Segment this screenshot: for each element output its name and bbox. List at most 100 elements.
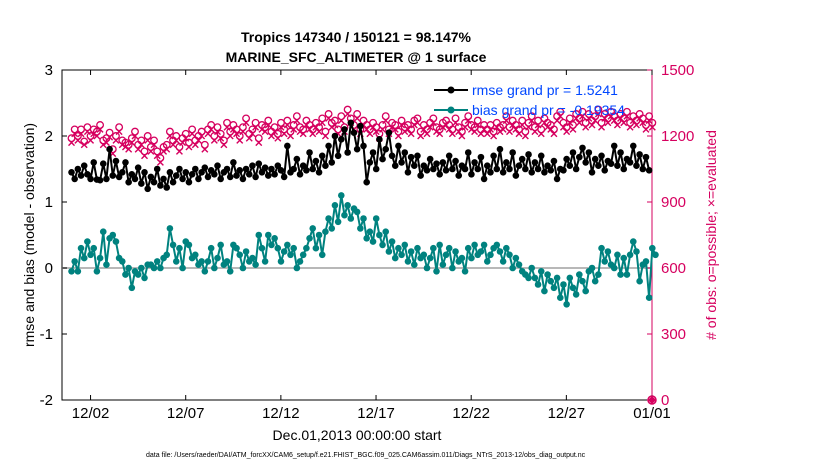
chart-title: Tropics 147340 / 150121 = 98.147% [241, 29, 472, 45]
rmse-point [147, 173, 155, 181]
rmse-point [318, 152, 326, 160]
bias-point [528, 264, 536, 272]
rmse-point [217, 175, 224, 183]
bias-point [442, 251, 450, 259]
rmse-point [84, 170, 91, 178]
rmse-point [579, 144, 586, 152]
bias-point [90, 244, 98, 252]
x-tick-label: 12/02 [72, 405, 110, 422]
rmse-point [601, 167, 609, 174]
possible-point [457, 127, 466, 136]
possible-point [597, 118, 606, 127]
bias-point [268, 241, 275, 249]
rmse-point [563, 155, 570, 163]
rmse-point [245, 170, 253, 178]
rmse-point [176, 165, 183, 173]
possible-point [261, 123, 270, 132]
bias-point [541, 287, 548, 295]
bias-point [201, 268, 209, 275]
possible-point [451, 114, 460, 123]
possible-point [330, 116, 339, 125]
bias-point [414, 244, 421, 252]
rmse-point [331, 132, 339, 140]
legend-bias-marker [447, 106, 455, 114]
bias-point [204, 258, 212, 265]
bias-point [579, 277, 586, 285]
rmse-point [226, 173, 234, 181]
rmse-point [350, 129, 358, 136]
possible-point [524, 118, 533, 127]
bias-point [198, 258, 205, 265]
rmse-point [284, 142, 291, 150]
bias-point [376, 231, 383, 239]
rmse-point [299, 162, 307, 169]
possible-point [264, 116, 273, 125]
bias-point [255, 231, 263, 239]
bias-point [601, 258, 609, 265]
rmse-point [553, 175, 561, 183]
rmse-point [242, 165, 250, 173]
rmse-point [280, 173, 288, 181]
bias-point [264, 231, 272, 239]
possible-point [343, 105, 352, 114]
bias-point [503, 244, 510, 252]
rmse-point [474, 165, 482, 173]
bias-point [293, 264, 301, 272]
rmse-point [449, 165, 456, 173]
possible-point [315, 123, 324, 132]
bias-point [525, 274, 532, 282]
possible-point [565, 114, 574, 123]
possible-point [381, 112, 390, 121]
bias-point [588, 264, 596, 272]
y-left-tick-label: -2 [40, 392, 53, 409]
bias-point [645, 294, 653, 302]
rmse-point [423, 167, 431, 174]
bias-point [471, 241, 478, 249]
bias-point [398, 251, 405, 259]
bias-point [636, 277, 643, 285]
rmse-point [633, 162, 640, 169]
rmse-point [274, 162, 282, 169]
rmse-point [125, 178, 132, 186]
rmse-point [610, 142, 618, 150]
x-axis: 12/02 12/07 12/12 12/17 12/22 12/27 01/01 [72, 70, 671, 422]
y-left-tick-label: 2 [45, 128, 53, 145]
rmse-point [506, 165, 513, 173]
rmse-point [157, 182, 164, 189]
bias-point [179, 264, 186, 272]
bias-point [426, 254, 434, 262]
possible-point [527, 112, 536, 121]
rmse-point [401, 149, 409, 156]
rmse-point [166, 169, 174, 176]
bias-point [118, 258, 126, 265]
possible-point [591, 112, 600, 121]
rmse-point [122, 159, 129, 166]
rmse-point [607, 160, 615, 168]
possible-point [324, 110, 333, 118]
rmse-point [106, 145, 113, 153]
bias-point [172, 258, 180, 265]
bias-point [388, 238, 396, 245]
bias-point [134, 271, 142, 278]
rmse-point [204, 173, 212, 181]
rmse-point [499, 169, 507, 176]
possible-point [318, 114, 327, 123]
legend-rmse-marker [447, 86, 455, 94]
possible-point [273, 129, 282, 138]
possible-point [464, 112, 473, 121]
y-axis-label-left: rmse and bias (model - observation) [21, 123, 37, 347]
rmse-point [185, 178, 193, 186]
rmse-point [547, 167, 555, 174]
y-left-tick-label: 3 [45, 62, 53, 79]
rmse-point [179, 175, 186, 183]
bias-point [239, 264, 247, 272]
possible-point [435, 125, 444, 134]
rmse-point [74, 165, 82, 173]
rmse-point [518, 155, 526, 163]
bias-point [71, 258, 78, 265]
bias-point [328, 225, 336, 232]
rmse-point [391, 162, 399, 169]
rmse-point [360, 142, 367, 150]
rmse-point [128, 170, 136, 178]
rmse-point [255, 160, 263, 168]
